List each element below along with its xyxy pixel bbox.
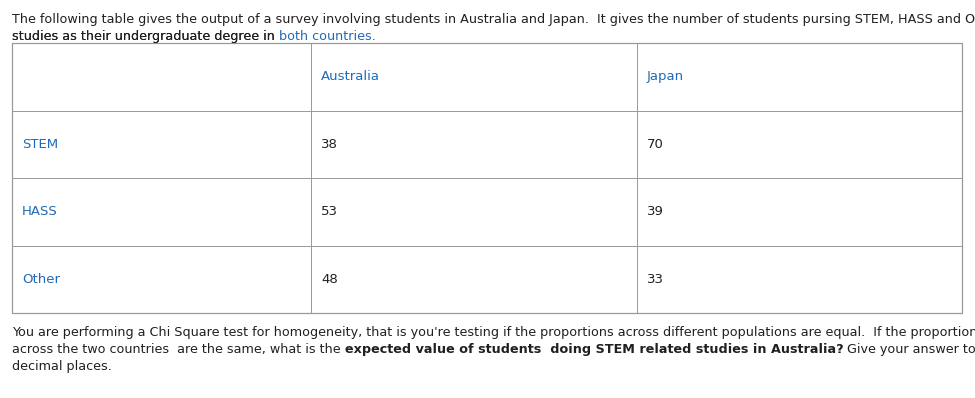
Text: You are performing a Chi Square test for homogeneity, that is you're testing if : You are performing a Chi Square test for… — [12, 326, 975, 339]
Text: 48: 48 — [321, 273, 338, 286]
Bar — [12, 43, 962, 313]
Text: across the two countries  are the same, what is the: across the two countries are the same, w… — [12, 343, 344, 356]
Text: STEM: STEM — [22, 138, 58, 151]
Text: 38: 38 — [321, 138, 338, 151]
Text: 70: 70 — [647, 138, 664, 151]
Text: 33: 33 — [647, 273, 664, 286]
Text: decimal places.: decimal places. — [12, 360, 112, 373]
Text: 53: 53 — [321, 205, 338, 218]
Text: HASS: HASS — [22, 205, 58, 218]
Text: Give your answer to 2: Give your answer to 2 — [843, 343, 975, 356]
Text: Australia: Australia — [321, 70, 380, 83]
Text: studies as their undergraduate degree in: studies as their undergraduate degree in — [12, 30, 279, 43]
Text: studies as their undergraduate degree in: studies as their undergraduate degree in — [12, 30, 279, 43]
Text: 39: 39 — [647, 205, 664, 218]
Text: expected value of students  doing STEM related studies in Australia?: expected value of students doing STEM re… — [344, 343, 843, 356]
Text: Japan: Japan — [647, 70, 684, 83]
Text: Other: Other — [22, 273, 60, 286]
Text: both countries.: both countries. — [279, 30, 375, 43]
Text: The following table gives the output of a survey involving students in Australia: The following table gives the output of … — [12, 13, 975, 26]
